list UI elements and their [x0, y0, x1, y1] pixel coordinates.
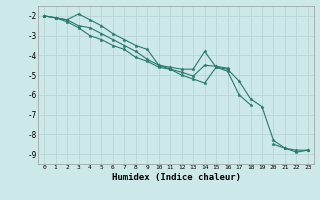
- X-axis label: Humidex (Indice chaleur): Humidex (Indice chaleur): [111, 173, 241, 182]
